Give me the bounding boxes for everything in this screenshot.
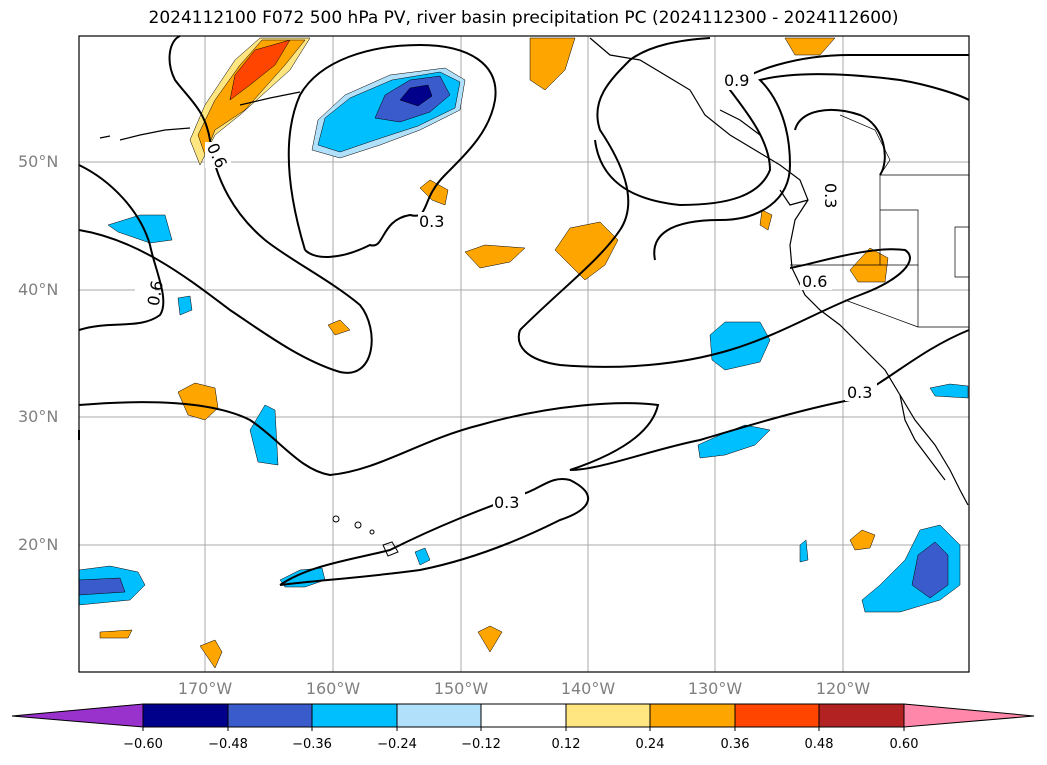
colorbar bbox=[11, 703, 1035, 731]
colorbar-tick-label: 0.12 bbox=[551, 737, 581, 752]
contour-label: 0.3 bbox=[821, 183, 840, 208]
contour-label: 0.6 bbox=[144, 279, 167, 307]
pv-contours bbox=[78, 35, 970, 586]
contour-label: 0.6 bbox=[802, 272, 827, 291]
colorbar-tick-label: 0.60 bbox=[889, 737, 919, 752]
contour-label: 0.9 bbox=[724, 71, 749, 90]
lat-label: 20°N bbox=[18, 535, 59, 554]
colorbar-tick-label: 0.36 bbox=[720, 737, 750, 752]
contour-label: 0.3 bbox=[847, 383, 872, 402]
map-title: 2024112100 F072 500 hPa PV, river basin … bbox=[148, 8, 899, 28]
lon-label: 130°W bbox=[687, 679, 743, 698]
colorbar-tick-label: −0.12 bbox=[461, 737, 501, 752]
colorbar-tick-label: −0.36 bbox=[292, 737, 332, 752]
colorbar-tick-label: −0.48 bbox=[208, 737, 248, 752]
lat-label: 50°N bbox=[18, 152, 59, 171]
contour-label: 0.3 bbox=[419, 212, 444, 231]
lon-label: 170°W bbox=[177, 679, 233, 698]
lat-label: 40°N bbox=[18, 280, 59, 299]
lat-label: 30°N bbox=[18, 407, 59, 426]
lon-label: 120°W bbox=[815, 679, 871, 698]
pv-contour-labels: 0.3 0.3 0.3 0.6 0.6 0.6 0.9 0.3 bbox=[135, 70, 877, 512]
hawaii-islands bbox=[332, 515, 399, 557]
colorbar-tick-label: 0.24 bbox=[635, 737, 665, 752]
precip-shading bbox=[78, 37, 969, 669]
colorbar-tick-label: −0.60 bbox=[123, 737, 163, 752]
lon-label: 160°W bbox=[305, 679, 361, 698]
coastlines bbox=[99, 37, 969, 506]
lon-label: 140°W bbox=[560, 679, 616, 698]
colorbar-tick-label: −0.24 bbox=[377, 737, 417, 752]
lon-label: 150°W bbox=[433, 679, 489, 698]
contour-label: 0.3 bbox=[494, 493, 519, 512]
map-border bbox=[78, 35, 970, 673]
colorbar-tick-label: 0.48 bbox=[804, 737, 834, 752]
